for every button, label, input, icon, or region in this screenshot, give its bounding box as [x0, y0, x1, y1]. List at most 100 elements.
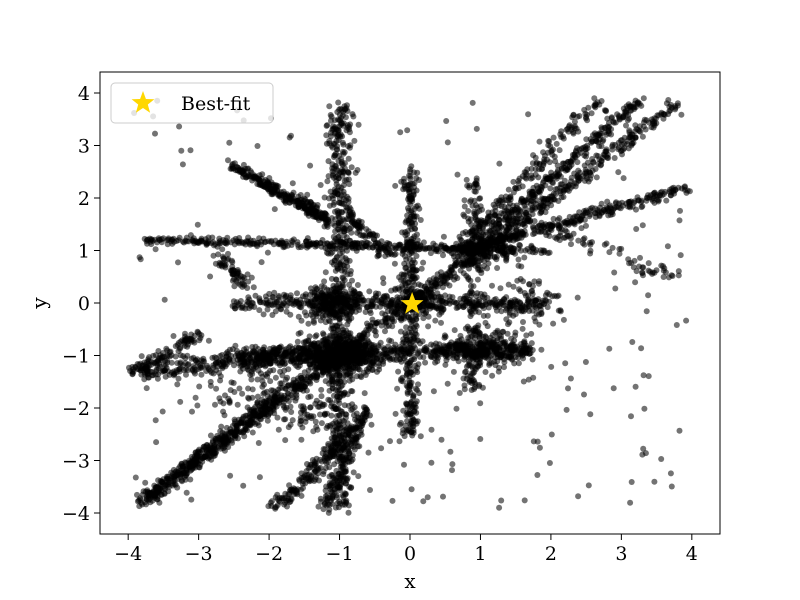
scatter-point	[627, 204, 633, 211]
scatter-point	[604, 123, 611, 130]
scatter-point	[178, 460, 185, 467]
scatter-point	[323, 140, 330, 147]
scatter-point	[203, 442, 210, 449]
scatter-point	[308, 241, 314, 248]
scatter-point	[604, 198, 611, 205]
scatter-point	[329, 168, 336, 175]
scatter-point	[649, 120, 656, 127]
scatter-point	[526, 248, 533, 255]
scatter-point	[198, 371, 205, 378]
scatter-point	[596, 130, 603, 137]
scatter-point	[522, 205, 529, 212]
scatter-point	[334, 143, 341, 150]
scatter-point	[165, 235, 172, 242]
scatter-point	[535, 174, 542, 181]
scatter-point	[626, 127, 633, 134]
scatter-point	[420, 259, 427, 266]
scatter-point	[348, 443, 355, 449]
scatter-point	[569, 155, 576, 162]
scatter-point	[177, 338, 184, 345]
scatter-point	[341, 228, 348, 235]
scatter-point	[554, 217, 561, 223]
scatter-point	[337, 133, 344, 140]
scatter-point	[255, 422, 262, 429]
scatter-point	[381, 355, 388, 362]
scatter-point	[234, 350, 241, 357]
scatter-point	[340, 478, 347, 485]
scatter-point	[197, 362, 204, 369]
scatter-point	[436, 341, 443, 348]
scatter-point	[298, 244, 304, 251]
scatter-point	[550, 173, 556, 179]
scatter-point	[556, 147, 563, 154]
scatter-point	[260, 235, 267, 242]
scatter-point	[408, 428, 415, 435]
scatter-point	[438, 269, 444, 276]
scatter-point	[333, 413, 340, 419]
scatter-point	[623, 109, 630, 116]
scatter-point	[590, 159, 597, 166]
scatter-point	[412, 362, 419, 369]
scatter-point	[160, 350, 166, 356]
scatter-point	[537, 210, 544, 217]
scatter-point	[324, 249, 330, 256]
scatter-point	[417, 353, 423, 360]
scatter-point	[277, 241, 284, 248]
scatter-point	[407, 201, 414, 208]
scatter-points	[126, 95, 693, 516]
scatter-point	[331, 261, 337, 268]
scatter-point	[380, 345, 387, 352]
scatter-point	[339, 172, 346, 179]
scatter-point	[528, 197, 534, 204]
scatter-point	[263, 184, 270, 191]
scatter-point	[552, 191, 559, 198]
scatter-point	[322, 269, 329, 276]
scatter-point	[453, 259, 460, 266]
scatter-point	[518, 195, 525, 202]
scatter-point	[602, 148, 609, 155]
scatter-point	[534, 228, 541, 234]
scatter-point	[341, 160, 348, 167]
scatter-point	[635, 197, 642, 204]
scatter-point	[590, 132, 596, 139]
scatter-point	[532, 166, 539, 173]
scatter-point	[573, 147, 579, 154]
scatter-point	[414, 231, 420, 238]
scatter-point	[226, 356, 233, 363]
scatter-point	[350, 469, 357, 476]
scatter-point	[596, 212, 603, 219]
scatter-point	[184, 352, 191, 359]
scatter-point	[515, 360, 522, 367]
scatter-point	[413, 267, 420, 274]
scatter-point	[279, 353, 286, 360]
scatter-point	[219, 429, 226, 436]
scatter-point	[400, 178, 407, 185]
scatter-point	[352, 169, 359, 176]
scatter-point	[588, 110, 595, 117]
scatter-point	[572, 183, 579, 190]
scatter-point	[222, 240, 229, 246]
scatter-point	[645, 192, 651, 199]
scatter-point	[348, 229, 355, 236]
scatter-point	[249, 344, 256, 350]
scatter-point	[342, 241, 349, 248]
scatter-point	[283, 308, 290, 315]
scatter-point	[269, 312, 276, 318]
scatter-point	[399, 229, 406, 236]
scatter-point	[214, 436, 221, 443]
scatter-point	[568, 174, 575, 181]
scatter-point	[414, 369, 421, 376]
scatter-point	[195, 464, 202, 471]
scatter-point	[513, 202, 520, 209]
scatter-point	[451, 276, 458, 283]
scatter-point	[400, 339, 407, 346]
scatter-point	[345, 509, 352, 516]
scatter-point	[230, 431, 237, 438]
scatter-point	[237, 298, 244, 304]
scatter-point	[170, 466, 177, 473]
scatter-point	[130, 368, 137, 375]
scatter-point	[612, 119, 619, 126]
scatter-point	[438, 241, 445, 248]
scatter-point	[538, 346, 545, 353]
scatter-point	[337, 500, 344, 507]
